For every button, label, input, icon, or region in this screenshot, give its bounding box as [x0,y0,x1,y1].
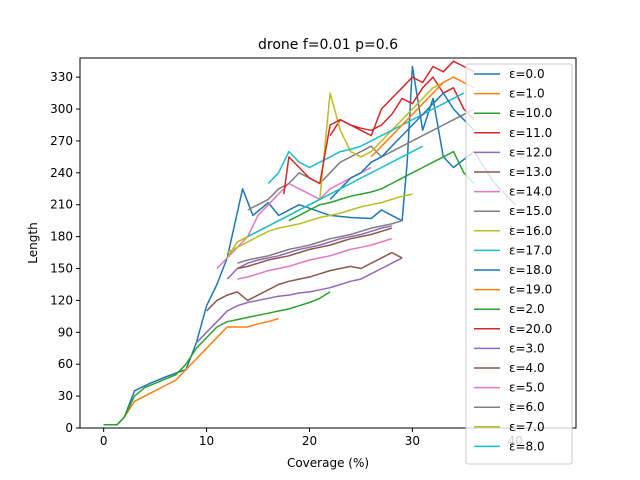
x-axis-label: Coverage (%) [287,456,369,470]
series-line-9 [267,92,465,185]
series-line-15 [237,227,393,270]
x-tick-label-2: 20 [302,434,317,448]
series-line-12 [288,150,475,222]
legend-box [465,63,573,465]
legend-label-3: ε=11.0 [509,126,552,140]
series-line-10 [329,92,475,200]
legend-label-15: ε=4.0 [509,361,545,375]
legend-label-19: ε=8.0 [509,439,545,453]
legend-label-11: ε=19.0 [509,283,552,297]
y-axis-ticks: 0 30 60 90 120 150 180 210 240 270 300 330 [50,70,80,435]
y-tick-label-10: 300 [50,102,73,116]
x-tick-label-0: 0 [100,434,108,448]
y-tick-label-4: 120 [50,293,73,307]
plot-lines [103,60,516,426]
series-line-13 [283,60,475,195]
legend-label-7: ε=15.0 [509,204,552,218]
series-line-6 [216,166,372,270]
series-line-4 [195,257,403,344]
series-line-18 [226,193,413,254]
series-line-2 [103,291,331,426]
y-tick-label-11: 330 [50,70,73,84]
legend-label-14: ε=3.0 [509,341,545,355]
legend-label-17: ε=6.0 [509,400,545,414]
legend-label-4: ε=12.0 [509,145,552,159]
x-tick-label-1: 10 [199,434,214,448]
y-tick-label-6: 180 [50,230,73,244]
legend-label-18: ε=7.0 [509,420,545,434]
series-line-0 [103,65,516,426]
series-line-11 [370,76,475,158]
legend-label-12: ε=2.0 [509,302,545,316]
series-line-14 [226,225,392,280]
y-tick-label-8: 240 [50,166,73,180]
legend-label-9: ε=17.0 [509,243,552,257]
legend-label-0: ε=0.0 [509,67,545,81]
y-axis-label: Length [26,222,40,263]
y-tick-label-2: 60 [58,357,73,371]
plot-area-frame [79,57,577,429]
legend-label-16: ε=5.0 [509,381,545,395]
legend: ε=0.0 ε=1.0 ε=10.0 ε=11.0 ε=12.0 ε=13.0 ε=14.0… [465,63,573,465]
y-tick-label-7: 210 [50,198,73,212]
y-tick-label-9: 270 [50,134,73,148]
y-tick-label-3: 90 [58,325,73,339]
legend-label-6: ε=14.0 [509,185,552,199]
legend-label-2: ε=10.0 [509,106,552,120]
y-tick-label-1: 30 [58,389,73,403]
legend-label-13: ε=20.0 [509,322,552,336]
chart-title: drone f=0.01 p=0.6 [258,37,398,53]
series-line-1 [103,317,279,426]
series-line-16 [237,237,393,280]
series-line-17 [237,219,403,264]
legend-label-5: ε=13.0 [509,165,552,179]
y-tick-label-0: 0 [65,421,73,435]
y-tick-label-5: 150 [50,262,73,276]
legend-label-10: ε=18.0 [509,263,552,277]
legend-label-1: ε=1.0 [509,87,545,101]
x-tick-label-3: 30 [405,434,420,448]
series-line-19 [247,145,424,238]
series-line-5 [206,251,403,312]
legend-label-8: ε=16.0 [509,224,552,238]
